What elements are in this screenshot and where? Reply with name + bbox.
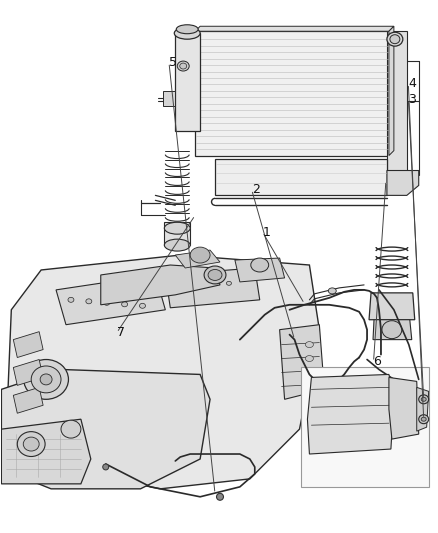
Polygon shape <box>175 250 220 268</box>
Ellipse shape <box>204 266 226 284</box>
Ellipse shape <box>421 397 426 401</box>
Ellipse shape <box>419 395 429 404</box>
Ellipse shape <box>61 420 81 438</box>
Ellipse shape <box>387 32 403 46</box>
Ellipse shape <box>173 279 178 283</box>
Polygon shape <box>163 91 175 106</box>
Polygon shape <box>164 222 190 245</box>
Ellipse shape <box>190 247 210 263</box>
Ellipse shape <box>176 25 198 34</box>
Ellipse shape <box>191 280 196 284</box>
Polygon shape <box>1 369 210 489</box>
Ellipse shape <box>421 417 426 421</box>
Polygon shape <box>195 31 389 156</box>
Ellipse shape <box>419 415 429 424</box>
Ellipse shape <box>208 270 222 280</box>
Polygon shape <box>279 325 324 399</box>
Ellipse shape <box>140 303 145 308</box>
Polygon shape <box>307 375 394 454</box>
Polygon shape <box>387 31 407 175</box>
Polygon shape <box>101 265 220 305</box>
Ellipse shape <box>180 63 187 69</box>
Polygon shape <box>165 268 260 308</box>
Ellipse shape <box>17 432 45 456</box>
Polygon shape <box>1 419 91 484</box>
Polygon shape <box>175 33 200 131</box>
Text: 4: 4 <box>408 77 416 90</box>
Polygon shape <box>389 26 394 156</box>
Ellipse shape <box>23 437 39 451</box>
Text: 2: 2 <box>252 183 260 196</box>
Polygon shape <box>13 360 43 385</box>
Polygon shape <box>215 158 387 196</box>
Ellipse shape <box>31 366 61 393</box>
Polygon shape <box>389 377 419 439</box>
Ellipse shape <box>174 27 200 39</box>
Text: 5: 5 <box>169 56 177 69</box>
Ellipse shape <box>251 258 268 272</box>
Ellipse shape <box>68 297 74 302</box>
Polygon shape <box>56 275 165 325</box>
Ellipse shape <box>164 222 190 234</box>
Polygon shape <box>387 171 419 196</box>
Ellipse shape <box>328 288 336 294</box>
Ellipse shape <box>86 299 92 304</box>
Ellipse shape <box>226 281 231 285</box>
Ellipse shape <box>305 342 314 348</box>
Polygon shape <box>7 255 319 489</box>
Polygon shape <box>369 293 415 320</box>
Bar <box>301 367 429 487</box>
Ellipse shape <box>103 464 109 470</box>
Ellipse shape <box>382 321 402 338</box>
Ellipse shape <box>305 383 314 389</box>
Ellipse shape <box>208 280 214 285</box>
Ellipse shape <box>24 360 68 399</box>
Ellipse shape <box>177 61 189 71</box>
Polygon shape <box>195 26 394 31</box>
Ellipse shape <box>305 356 314 361</box>
Ellipse shape <box>40 374 52 385</box>
Polygon shape <box>235 258 285 282</box>
Polygon shape <box>13 332 43 358</box>
Ellipse shape <box>305 369 314 375</box>
Ellipse shape <box>122 302 127 307</box>
Ellipse shape <box>216 494 223 500</box>
Text: 6: 6 <box>374 356 381 368</box>
Polygon shape <box>417 387 429 431</box>
Text: 1: 1 <box>262 225 270 239</box>
Text: 3: 3 <box>408 93 416 106</box>
Ellipse shape <box>164 239 190 251</box>
Ellipse shape <box>390 35 400 44</box>
Text: 7: 7 <box>117 326 125 340</box>
Polygon shape <box>13 387 43 413</box>
Polygon shape <box>373 320 412 340</box>
Ellipse shape <box>104 300 110 305</box>
